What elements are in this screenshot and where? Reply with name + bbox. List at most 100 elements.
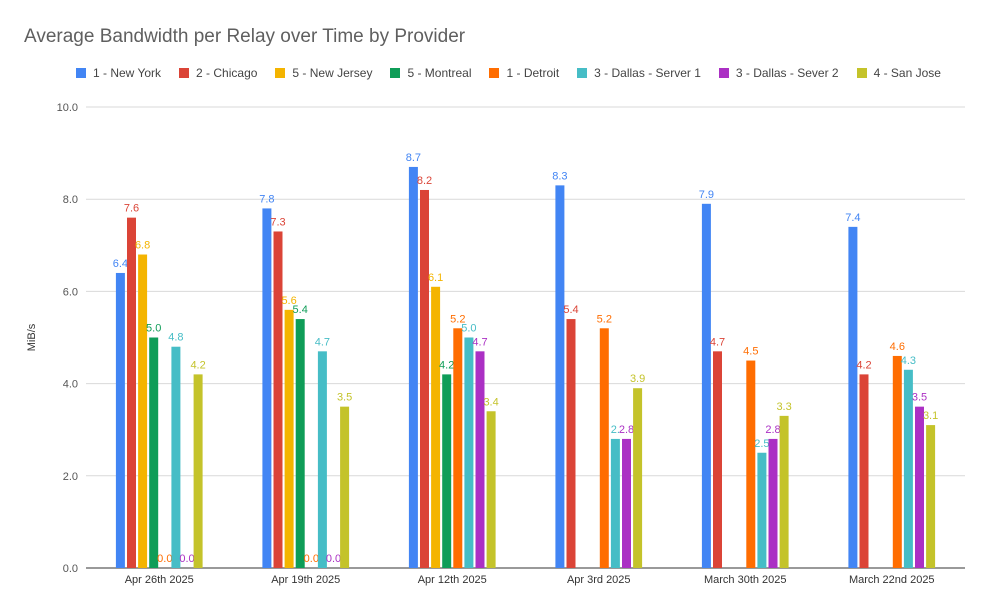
bar [757,452,767,568]
data-label: 2.8 [619,424,634,436]
bar [138,254,148,568]
bar [610,438,620,568]
data-label: 0.0 [326,553,341,565]
bar [284,309,294,568]
bar [273,231,283,568]
bar [892,355,902,568]
data-label: 8.2 [417,175,432,187]
legend-item[interactable]: 3 - Dallas - Server 1 [577,66,701,80]
bar [295,319,305,568]
data-label: 7.8 [259,193,274,205]
data-label: 8.3 [552,170,567,182]
data-label: 4.7 [315,336,330,348]
chart-legend: 1 - New York 2 - Chicago 5 - New Jersey 5 -… [76,66,959,80]
data-label: 5.2 [597,313,612,325]
bar [779,415,789,568]
legend-label: 3 - Dallas - Server 1 [594,66,701,80]
bar [317,351,327,568]
bar [262,208,272,569]
bar [622,438,631,568]
legend-label: 4 - San Jose [873,66,941,80]
legend-item[interactable]: 4 - San Jose [856,66,941,80]
y-tick-label: 8.0 [63,194,78,206]
bar [903,369,913,568]
y-tick-label: 10.0 [57,102,78,114]
data-label: 6.8 [135,240,150,252]
chart-title: Average Bandwidth per Relay over Time by… [24,26,466,47]
bar [431,286,441,568]
data-label: 0.0 [179,553,194,565]
bar [701,203,711,568]
bar [848,226,858,569]
x-category-label: Apr 26th 2025 [125,574,194,586]
bar [713,351,722,568]
legend-item[interactable]: 1 - Detroit [489,66,559,80]
bar [193,374,203,568]
data-label: 2.8 [765,424,780,436]
data-label: 5.6 [281,295,296,307]
legend-label: 5 - Montreal [407,66,472,80]
x-category-label: March 30th 2025 [704,574,787,586]
bar [859,374,869,568]
data-label: 4.5 [743,346,758,358]
bar [115,272,125,568]
data-label: 3.5 [912,392,927,404]
bar [915,406,924,568]
legend-swatch [718,68,729,78]
legend-item[interactable]: 1 - New York [76,66,161,80]
bar [149,337,159,568]
data-label: 5.4 [293,304,308,316]
data-label: 6.1 [428,272,443,284]
bar [486,411,496,568]
bar [420,189,429,569]
legend-swatch [179,68,190,78]
legend-swatch [856,68,867,78]
data-label: 4.2 [190,359,205,371]
legend-label: 2 - Chicago [196,66,258,80]
data-label: 7.4 [845,212,860,224]
bar [633,388,643,568]
legend-item[interactable]: 3 - Dallas - Sever 2 [718,66,839,80]
data-label: 4.7 [472,336,487,348]
legend-swatch [390,68,401,78]
bar [475,351,485,568]
data-label: 3.9 [630,373,645,385]
bar [442,374,452,568]
data-label: 3.1 [923,410,938,422]
legend-item[interactable]: 5 - Montreal [390,66,471,80]
bar [408,166,418,568]
data-label: 4.2 [439,359,454,371]
legend-item[interactable]: 5 - New Jersey [275,66,372,80]
data-label: 7.6 [124,203,139,215]
data-label: 0.0 [304,553,319,565]
data-label: 3.4 [483,396,498,408]
legend-swatch [76,68,86,78]
data-label: 4.3 [901,355,916,367]
x-category-label: Apr 12th 2025 [418,574,487,586]
legend-label: 3 - Dallas - Sever 2 [735,66,839,80]
data-label: 8.7 [406,152,421,164]
x-category-label: Apr 19th 2025 [271,574,340,586]
data-label: 4.2 [856,359,871,371]
bar [127,217,136,568]
y-tick-label: 4.0 [63,379,78,391]
data-label: 6.4 [113,258,128,270]
legend-swatch [577,68,588,78]
y-tick-label: 6.0 [63,286,78,298]
data-label: 2. [611,424,620,436]
data-label: 5.0 [146,323,161,335]
y-axis-title: MiB/s [26,323,38,351]
x-category-label: March 22nd 2025 [849,574,935,586]
bar [453,328,463,568]
legend-swatch [275,68,286,78]
bar [926,425,936,568]
bar [340,406,350,568]
x-category-label: Apr 3rd 2025 [567,574,631,586]
bar [746,360,756,568]
y-tick-label: 2.0 [63,471,78,483]
legend-item[interactable]: 2 - Chicago [179,66,257,80]
data-label: 2.5 [754,438,769,450]
data-label: 5.0 [461,323,476,335]
